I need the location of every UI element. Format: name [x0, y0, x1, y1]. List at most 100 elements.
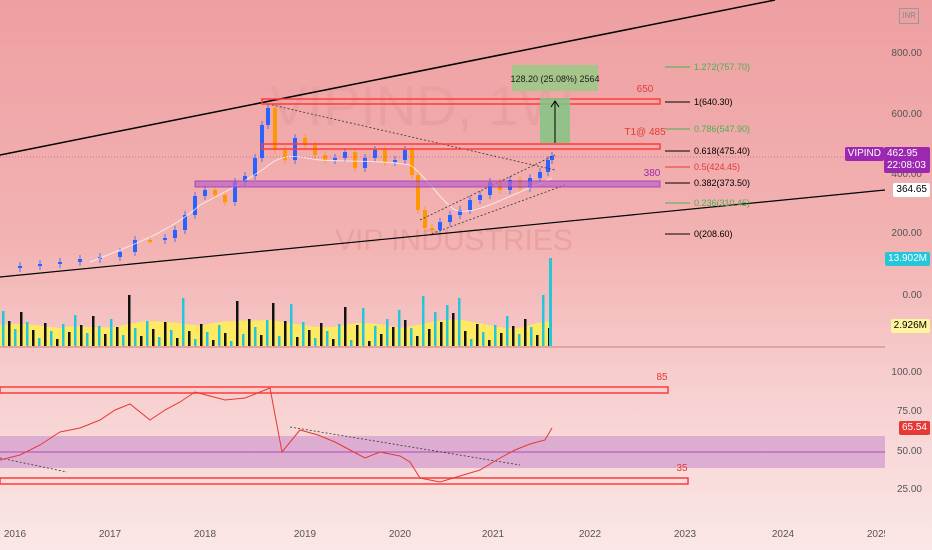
target-label: T1@ 485	[624, 127, 666, 138]
candle-body	[18, 266, 22, 268]
support-zone-380[interactable]	[194, 180, 661, 188]
volume-bar	[230, 341, 233, 346]
time-axis-label: 2020	[389, 529, 412, 540]
volume-bar	[488, 340, 491, 346]
candle-body	[233, 182, 237, 202]
volume-bar	[56, 339, 59, 346]
candle-body	[260, 125, 264, 158]
rsi-zone-35[interactable]	[0, 477, 689, 485]
rsi-trendline-right[interactable]	[289, 426, 521, 466]
volume-bar	[314, 338, 317, 346]
volume-bar	[242, 334, 245, 346]
candle-body	[488, 182, 492, 195]
volume-bar	[464, 331, 467, 346]
volume-bar	[512, 326, 515, 346]
volume-bar	[530, 327, 533, 346]
volume-bar	[374, 326, 377, 346]
volume-bar	[272, 303, 275, 346]
pane-separator[interactable]	[0, 346, 885, 348]
candle-body	[393, 160, 397, 162]
volume-bar	[206, 332, 209, 346]
support-level-badge[interactable]: 364.65	[893, 183, 930, 197]
volume-bar	[8, 321, 11, 346]
volume-bar	[164, 322, 167, 346]
candle-body	[313, 145, 317, 155]
volume-bar	[14, 329, 17, 346]
volume-bar	[494, 325, 497, 346]
candle-body	[183, 215, 187, 230]
candle-body	[546, 160, 550, 172]
volume-bar	[146, 321, 149, 346]
candle-body	[303, 138, 307, 145]
candle-body	[148, 240, 152, 242]
symbol-badge[interactable]: VIPIND	[844, 147, 884, 161]
volume-bar	[2, 311, 5, 346]
rsi-tick-label: 75.00	[896, 406, 922, 417]
candle-body	[416, 175, 420, 210]
volume-ma-badge[interactable]: 2.926M	[890, 319, 930, 333]
time-axis-label: 2017	[99, 529, 122, 540]
volume-bar	[32, 330, 35, 346]
volume-bar	[392, 327, 395, 346]
channel-upper[interactable]	[419, 154, 556, 221]
price-tick-label: 800.00	[891, 48, 922, 59]
volume-bar	[86, 333, 89, 346]
volume-bar	[50, 331, 53, 346]
rsi-value-badge[interactable]: 65.54	[898, 421, 930, 435]
volume-bar	[470, 339, 473, 346]
candle-body	[243, 176, 247, 182]
volume-bar	[386, 319, 389, 346]
zone-650-label: 650	[637, 84, 654, 95]
candle-body	[273, 108, 277, 150]
volume-bar	[62, 324, 65, 346]
volume-bars	[2, 258, 552, 346]
channel-lower[interactable]	[427, 184, 566, 236]
volume-bar	[332, 339, 335, 346]
last-price-badge[interactable]: 462.95 22:08:03	[884, 147, 930, 173]
volume-bar	[152, 329, 155, 346]
rsi-trendline-left[interactable]	[0, 457, 68, 473]
candle-body	[283, 150, 287, 160]
measure-label-box[interactable]	[512, 65, 598, 91]
price-tick-label: 400.00	[891, 169, 922, 180]
countdown-timer: 22:08:03	[887, 160, 926, 171]
volume-bar	[68, 332, 71, 346]
price-axis[interactable]: INR	[885, 0, 932, 550]
volume-bar	[140, 336, 143, 346]
rsi-85-label: 85	[656, 372, 668, 383]
volume-bar	[188, 331, 191, 346]
volume-bar	[98, 326, 101, 346]
volume-bar	[254, 327, 257, 346]
last-price-value: 462.95	[887, 148, 918, 159]
fibonacci-retracement[interactable]: 1.272(757.70) 1(640.30) 0.786(547.90) 0.618…	[665, 62, 750, 239]
volume-bar	[404, 320, 407, 346]
volume-bar	[26, 322, 29, 346]
currency-icon[interactable]: INR	[899, 8, 919, 24]
volume-bar	[296, 337, 299, 346]
time-axis-label: 2016	[4, 529, 27, 540]
fib-level-label: 0.618(475.40)	[694, 146, 750, 156]
candle-body	[266, 108, 270, 125]
candle-body	[253, 158, 257, 176]
rsi-zone-85[interactable]	[0, 386, 669, 394]
volume-bar	[176, 338, 179, 346]
candle-body	[383, 150, 387, 162]
volume-bar	[482, 332, 485, 346]
candle-body	[118, 252, 122, 257]
price-chart-canvas[interactable]: VIPIND, 1W VIP INDUSTRIES 650 T1@ 485 38…	[0, 0, 885, 550]
descending-trendline[interactable]	[267, 103, 556, 171]
target-zone-485[interactable]	[261, 143, 661, 150]
time-axis[interactable]: 2016 2017 2018 2019 2020 2021 2022 2023 2024 2025	[4, 529, 885, 540]
candle-body	[323, 155, 327, 160]
volume-bar	[398, 310, 401, 346]
volume-badge[interactable]: 13.902M	[885, 252, 930, 266]
upper-trendline[interactable]	[0, 0, 776, 156]
resistance-zone-650[interactable]	[261, 98, 661, 105]
rsi-tick-label: 25.00	[896, 484, 922, 495]
measure-label: 128.20 (25.08%) 2564	[510, 74, 599, 84]
lower-trendline[interactable]	[0, 189, 885, 278]
moving-average-line	[89, 156, 553, 263]
volume-bar	[278, 336, 281, 346]
candle-body	[203, 190, 207, 196]
